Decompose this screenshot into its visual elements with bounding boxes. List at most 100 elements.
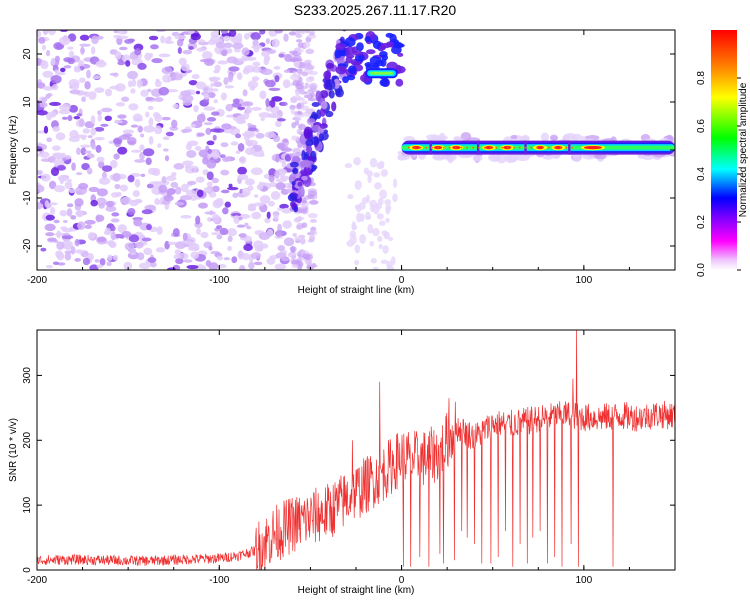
- heatmap-noise-blob: [281, 161, 287, 168]
- heatmap-noise-blob: [109, 85, 121, 90]
- heatmap-noise-blob: [48, 101, 61, 107]
- heatmap-noise-blob: [94, 126, 105, 132]
- heatmap-noise-blob: [64, 252, 72, 261]
- heatmap-carrier-halo: [440, 154, 454, 160]
- heatmap-faint-blob: [370, 258, 378, 264]
- heatmap-upper-blob: [395, 78, 404, 87]
- heatmap-noise-blob: [213, 81, 223, 88]
- heatmap-noise-blob: [191, 74, 200, 80]
- heatmap-noise-blob: [204, 211, 216, 215]
- heatmap-noise-blob: [123, 261, 133, 270]
- heatmap-noise-blob: [208, 191, 217, 198]
- heatmap-noise-blob: [259, 149, 265, 158]
- heatmap-noise-blob: [264, 217, 271, 224]
- heatmap-noise-blob: [70, 215, 77, 220]
- heatmap-sloped-blob: [319, 90, 329, 99]
- heatmap-noise-blob: [232, 98, 240, 104]
- heatmap-noise-blob: [141, 209, 153, 215]
- heatmap-noise-blob: [37, 170, 43, 175]
- heatmap-noise-blob: [305, 109, 316, 113]
- heatmap-noise-blob: [94, 87, 105, 94]
- heatmap-carrier-halo: [425, 134, 440, 140]
- heatmap-noise-blob: [140, 173, 146, 177]
- heatmap-noise-blob: [274, 120, 282, 128]
- heatmap-noise-blob: [67, 46, 74, 50]
- heatmap-noise-blob: [53, 219, 60, 224]
- heatmap-noise-blob: [181, 94, 194, 103]
- heatmap-faint-blob: [373, 172, 381, 178]
- heatmap-faint-blob: [359, 234, 367, 244]
- heatmap-noise-blob: [41, 97, 48, 103]
- heatmap-noise-blob: [209, 128, 221, 133]
- heatmap-noise-blob: [162, 136, 170, 141]
- heatmap-noise-blob: [144, 204, 156, 211]
- heatmap-noise-blob: [255, 132, 265, 139]
- heatmap-noise-blob: [63, 219, 68, 224]
- heatmap-noise-blob: [195, 90, 201, 95]
- heatmap-noise-blob: [211, 232, 220, 236]
- heatmap-noise-blob: [113, 30, 119, 34]
- heatmap-noise-blob: [275, 229, 282, 238]
- heatmap-noise-blob: [143, 125, 155, 133]
- heatmap-noise-blob: [104, 227, 111, 236]
- heatmap-noise-blob: [304, 82, 310, 89]
- heatmap-noise-blob: [145, 157, 152, 166]
- heatmap-noise-blob: [280, 101, 288, 107]
- heatmap-sloped-blob: [315, 90, 322, 102]
- heatmap-noise-blob: [74, 198, 84, 207]
- heatmap-carrier-dot: [571, 146, 574, 149]
- heatmap-noise-blob: [274, 170, 280, 179]
- heatmap-noise-blob: [117, 114, 127, 119]
- heatmap-noise-blob: [67, 115, 73, 122]
- heatmap-carrier-dot: [425, 146, 428, 149]
- heatmap-noise-blob: [252, 39, 259, 47]
- heatmap-noise-blob: [127, 136, 137, 146]
- heatmap-sloped-blob: [325, 79, 336, 91]
- heatmap-faint-blob: [384, 199, 392, 206]
- heatmap-noise-blob: [42, 30, 50, 33]
- heatmap-noise-blob: [95, 214, 105, 222]
- heatmap-noise-blob: [37, 110, 48, 116]
- heatmap-noise-blob: [309, 31, 315, 36]
- heatmap-noise-blob: [137, 62, 147, 70]
- heatmap-noise-blob: [211, 213, 220, 223]
- heatmap-noise-blob: [281, 257, 290, 262]
- heatmap-noise-blob: [63, 242, 72, 251]
- heatmap-noise-blob: [274, 75, 280, 83]
- heatmap-noise-blob: [190, 123, 196, 128]
- heatmap-noise-blob: [84, 150, 92, 154]
- heatmap-noise-blob: [75, 249, 84, 254]
- heatmap-noise-blob: [247, 122, 252, 127]
- heatmap-sloped-blob: [291, 180, 296, 186]
- heatmap-noise-blob: [88, 186, 100, 193]
- heatmap-faint-blob: [392, 193, 398, 203]
- heatmap-noise-blob: [118, 46, 128, 51]
- colorbar-label: Normalized spectral amplitude: [738, 82, 749, 217]
- y-tick-label: 300: [22, 367, 33, 384]
- heatmap-noise-blob: [38, 36, 46, 44]
- heatmap-noise-blob: [147, 88, 152, 93]
- heatmap-faint-blob: [387, 236, 394, 241]
- heatmap-noise-blob: [236, 72, 243, 80]
- heatmap-noise-blob: [96, 188, 108, 197]
- heatmap-noise-blob: [207, 39, 217, 46]
- heatmap-noise-blob: [137, 125, 143, 133]
- heatmap-sloped-blob: [310, 136, 320, 146]
- heatmap-noise-blob: [233, 215, 240, 224]
- heatmap-noise-blob: [305, 64, 315, 70]
- heatmap-noise-blob: [136, 79, 143, 88]
- heatmap-noise-blob: [107, 240, 115, 248]
- heatmap-noise-blob: [67, 57, 75, 65]
- heatmap-noise-blob: [127, 207, 136, 216]
- heatmap-noise-blob: [71, 162, 76, 171]
- heatmap-noise-blob: [145, 111, 150, 118]
- colorbar-tick-label: 0.6: [696, 119, 707, 133]
- heatmap-faint-blob: [354, 259, 360, 266]
- heatmap-noise-blob: [157, 143, 162, 148]
- heatmap-noise-blob: [59, 103, 71, 111]
- heatmap-carrier-dot: [507, 146, 509, 149]
- heatmap-noise-blob: [195, 81, 207, 90]
- heatmap-noise-blob: [216, 234, 223, 240]
- heatmap-noise-blob: [199, 58, 211, 63]
